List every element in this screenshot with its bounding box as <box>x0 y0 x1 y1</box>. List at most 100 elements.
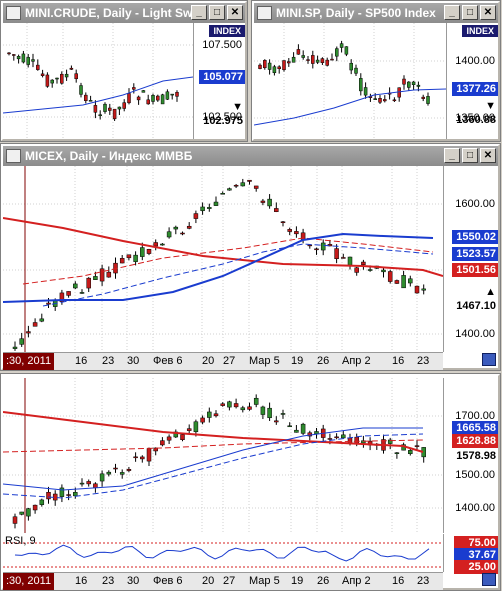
date-tick: 23 <box>102 575 115 587</box>
candle-body <box>414 285 420 294</box>
candle-body <box>99 473 105 482</box>
candle-body <box>354 67 358 74</box>
candle-body <box>381 269 386 273</box>
candle-body <box>126 469 132 471</box>
candle-body <box>59 292 65 302</box>
micex-chart-window[interactable]: MICEX, Daily - Индекс ММВБ _ □ ✕ 1600.00… <box>0 143 501 371</box>
candle-body <box>260 200 266 203</box>
moving-average-red <box>3 217 443 277</box>
micex-rsi-price-axis: 1700.00 1665.58 1628.88 1578.98 1500.00 … <box>443 378 498 533</box>
chart-settings-icon[interactable] <box>482 353 496 366</box>
candle-body <box>112 108 117 120</box>
minimize-button[interactable]: _ <box>444 5 460 20</box>
candle-body <box>373 98 377 100</box>
price-tick: 1400.00 <box>455 502 495 514</box>
candle-body <box>186 428 192 431</box>
sp500-chart-window[interactable]: MINI.SP, Daily - SP500 Index _ □ ✕ INDEX… <box>251 0 501 142</box>
candle-body <box>408 450 413 454</box>
micex-rsi-chart-window[interactable]: 1700.00 1665.58 1628.88 1578.98 1500.00 … <box>0 373 501 591</box>
maximize-button[interactable]: □ <box>462 5 478 20</box>
price-tick: 1350.00 <box>455 112 495 124</box>
crude-chart-window[interactable]: MINI.CRUDE, Daily - Light Sw _ □ ✕ INDEX… <box>0 0 248 142</box>
candle-body <box>108 107 112 111</box>
candle-body <box>79 85 83 95</box>
candle-body <box>141 90 146 93</box>
candle-body <box>258 64 262 69</box>
moving-average-blue <box>3 427 423 491</box>
candle-body <box>240 182 246 187</box>
rsi-lower-tag: 25.00 <box>454 560 498 574</box>
date-tick: Фев 6 <box>153 575 183 587</box>
candle-body <box>280 221 286 223</box>
close-button[interactable]: ✕ <box>480 5 496 20</box>
candle-body <box>287 229 292 232</box>
close-button[interactable]: ✕ <box>227 5 243 20</box>
crude-price-plot[interactable] <box>3 23 193 139</box>
candle-body <box>133 254 138 262</box>
candle-body <box>32 504 38 511</box>
chart-settings-icon[interactable] <box>482 573 496 586</box>
candle-body <box>240 407 246 411</box>
date-cursor-label: :30, 2011 <box>3 353 55 370</box>
candle-body <box>113 467 118 470</box>
candle-body <box>93 483 98 488</box>
candle-body <box>220 403 225 406</box>
ma-blue-tag: 1665.58 <box>452 421 498 435</box>
date-tick: 16 <box>392 355 405 367</box>
micex-date-axis: :30, 2011 16 23 30 Фев 6 20 27 Мар 5 19 … <box>3 352 443 370</box>
candle-body <box>294 231 299 235</box>
candle-body <box>160 440 165 446</box>
micex-price-plot[interactable] <box>3 166 443 352</box>
sp500-price-axis: INDEX 1400.00 1377.26 ▼ 1360.88 1350.00 <box>446 23 498 139</box>
candle-body <box>103 103 107 112</box>
candle-body <box>175 92 179 97</box>
candle-body <box>200 206 205 211</box>
sp500-price-plot[interactable] <box>254 23 446 139</box>
date-cursor-label: :30, 2011 <box>3 573 55 590</box>
candle-body <box>66 291 71 296</box>
ma-dashed-tag: 1523.57 <box>452 247 498 261</box>
crude-titlebar[interactable]: MINI.CRUDE, Daily - Light Sw _ □ ✕ <box>3 3 245 23</box>
candle-body <box>227 188 232 191</box>
close-button[interactable]: ✕ <box>480 148 496 163</box>
rsi-label: RSI, 9 <box>5 535 36 547</box>
candle-body <box>411 81 416 85</box>
price-tick: 107.500 <box>202 39 242 51</box>
candle-body <box>106 471 112 475</box>
sp500-titlebar[interactable]: MINI.SP, Daily - SP500 Index _ □ ✕ <box>254 3 498 23</box>
chart-window-icon <box>6 6 21 20</box>
candle-body <box>320 242 326 251</box>
micex-titlebar[interactable]: MICEX, Daily - Индекс ММВБ _ □ ✕ <box>3 146 498 166</box>
candle-body <box>153 242 158 247</box>
date-tick: 20 <box>202 355 215 367</box>
candle-body <box>314 248 319 251</box>
last-price-tag: ▼ 102.975 <box>194 100 245 127</box>
minimize-button[interactable]: _ <box>191 5 207 20</box>
price-tick: 1400.00 <box>455 55 495 67</box>
candle-body <box>272 66 277 74</box>
chart-window-icon <box>6 149 21 163</box>
ma-value-tag: 105.077 <box>199 70 245 84</box>
maximize-button[interactable]: □ <box>462 148 478 163</box>
rsi-upper-tag: 75.00 <box>454 536 498 550</box>
candle-body <box>207 411 212 418</box>
candle-body <box>335 48 339 57</box>
minimize-button[interactable]: _ <box>444 148 460 163</box>
candle-body <box>19 338 24 345</box>
candle-body <box>93 276 98 280</box>
maximize-button[interactable]: □ <box>209 5 225 20</box>
date-tick: Фев 6 <box>153 355 183 367</box>
candle-body <box>140 247 145 257</box>
candle-body <box>39 318 45 322</box>
date-tick: 20 <box>202 575 215 587</box>
index-badge: INDEX <box>462 25 498 37</box>
candle-body <box>146 248 152 254</box>
date-tick: Апр 2 <box>342 575 371 587</box>
rsi-plot[interactable] <box>3 534 443 572</box>
date-tick: 16 <box>75 575 88 587</box>
micex-rsi-price-plot[interactable] <box>3 378 443 533</box>
candle-body <box>408 278 413 284</box>
candle-body <box>153 447 158 452</box>
date-tick: 19 <box>291 355 304 367</box>
candle-body <box>166 436 172 441</box>
